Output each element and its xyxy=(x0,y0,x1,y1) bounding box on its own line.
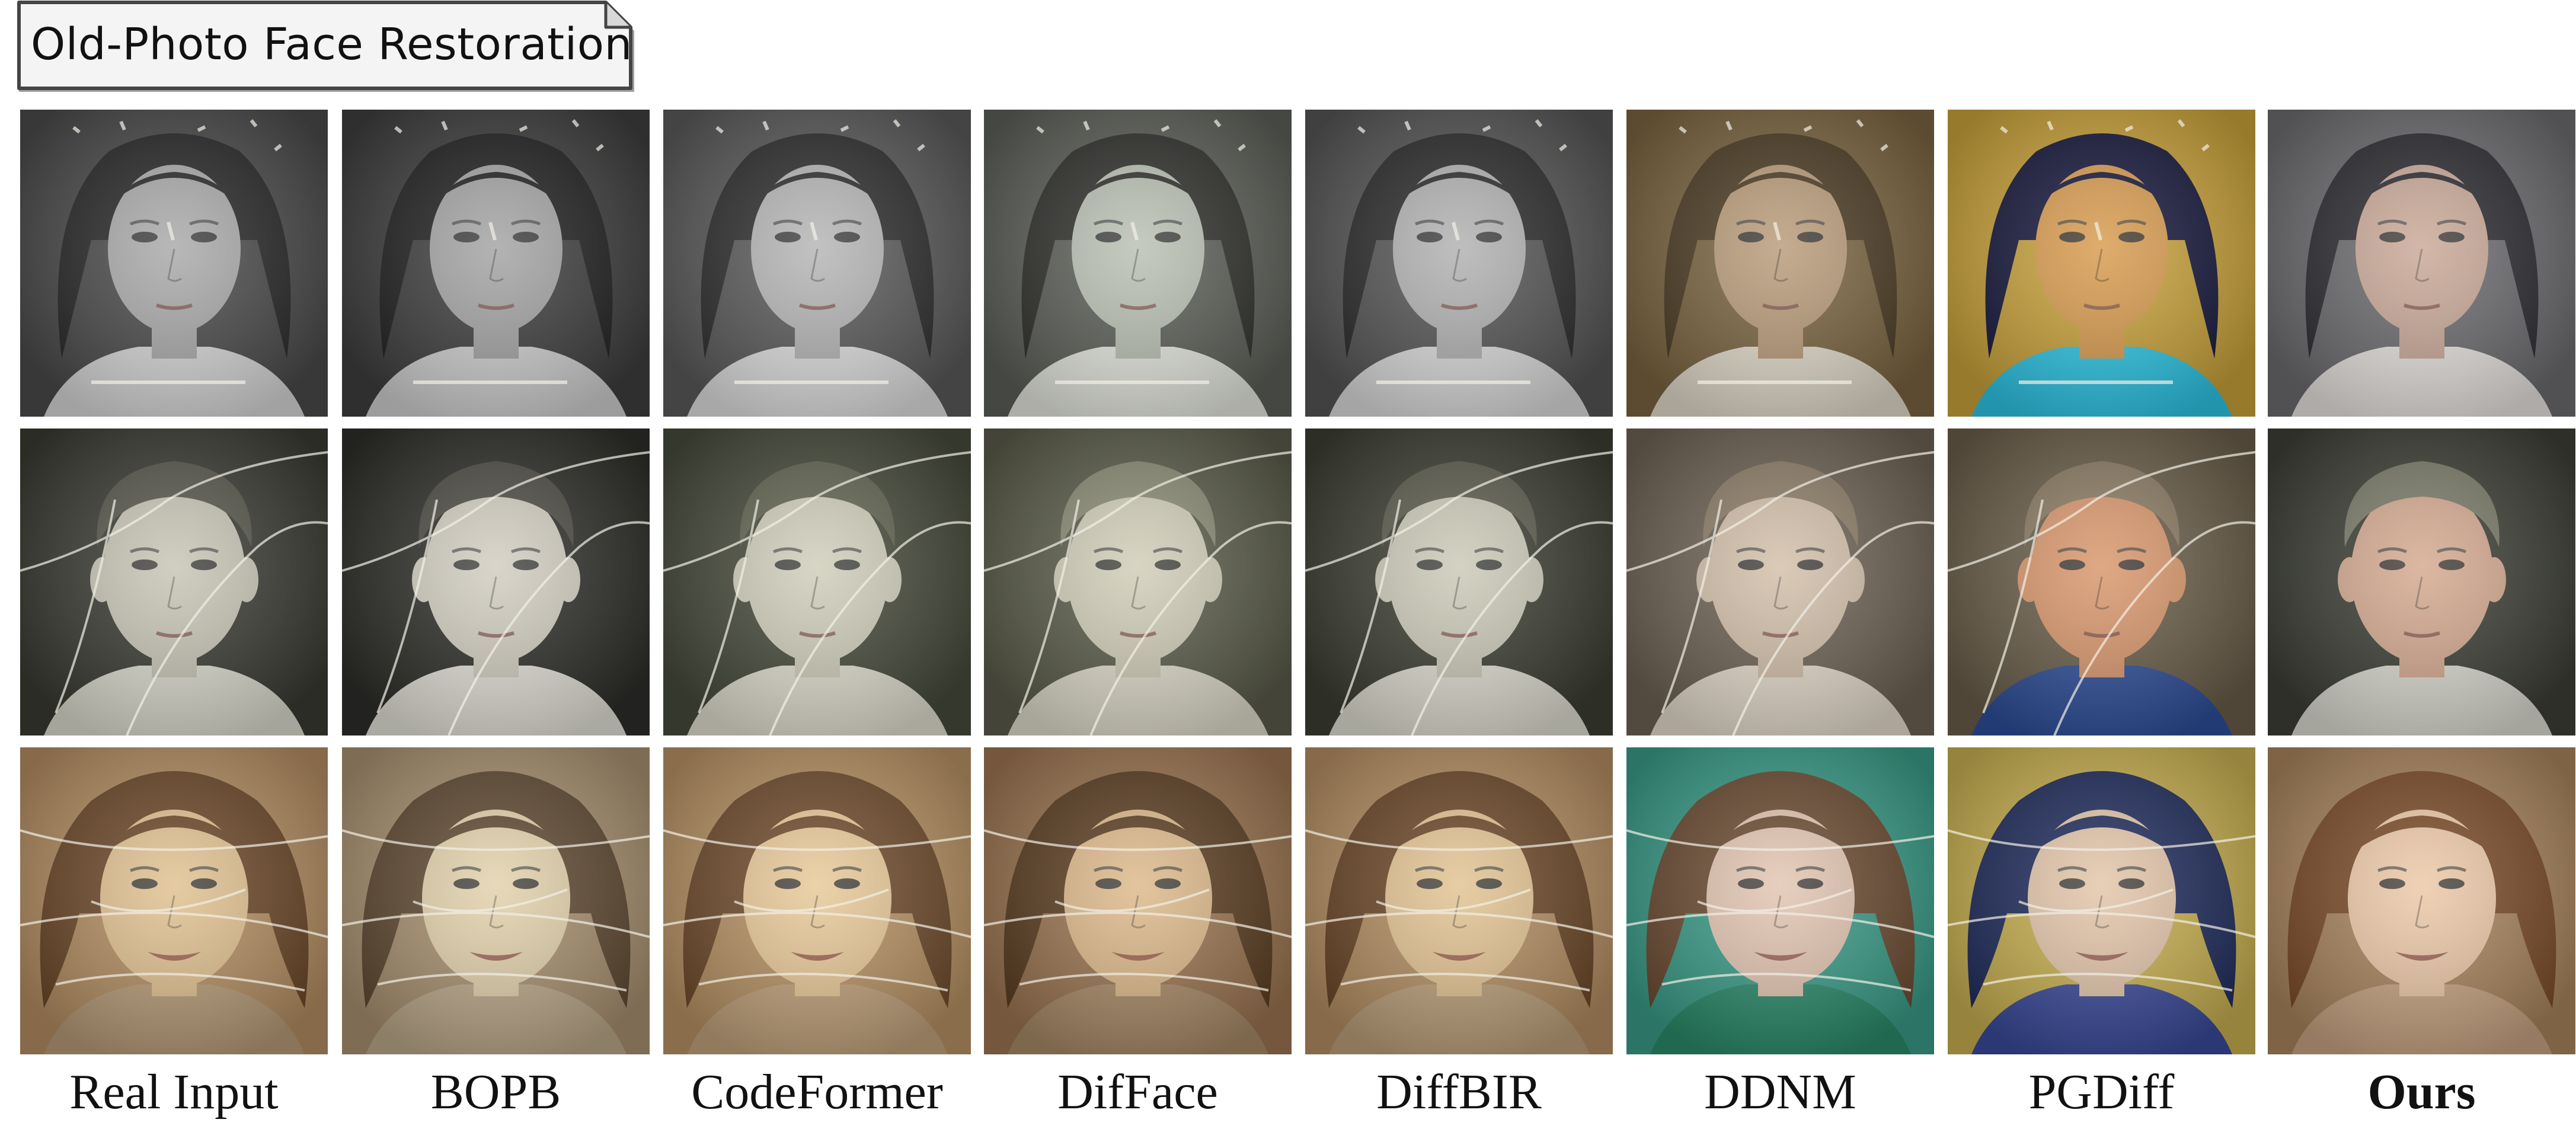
face-image-woman-curly-hair-bopb xyxy=(342,747,650,1054)
face-image-boy-short-hair-bopb xyxy=(342,428,650,736)
face-illustration xyxy=(984,110,1292,417)
face-image-girl-dark-hair-difface xyxy=(984,110,1292,417)
face-image-girl-dark-hair-codeformer xyxy=(663,110,971,417)
face-image-girl-dark-hair-bopb xyxy=(342,110,650,417)
face-image-boy-short-hair-ddnm xyxy=(1626,428,1934,736)
method-label-bopb: BOPB xyxy=(430,1064,561,1120)
face-image-girl-dark-hair-diffbir xyxy=(1305,110,1613,417)
face-illustration xyxy=(20,110,328,417)
method-label-pgdiff: PGDiff xyxy=(2028,1064,2175,1120)
face-image-woman-curly-hair-difface xyxy=(984,747,1292,1054)
face-image-boy-short-hair-real-input xyxy=(20,428,328,736)
method-label-diffbir: DiffBIR xyxy=(1376,1064,1542,1120)
face-image-boy-short-hair-ours xyxy=(2268,428,2575,736)
face-illustration xyxy=(1626,110,1934,417)
method-label-difface: DifFace xyxy=(1057,1064,1218,1120)
face-illustration xyxy=(20,428,328,736)
method-label-codeformer: CodeFormer xyxy=(691,1064,943,1120)
face-illustration xyxy=(663,428,971,736)
face-illustration xyxy=(1305,747,1613,1054)
face-illustration xyxy=(1305,110,1613,417)
face-illustration xyxy=(20,747,328,1054)
face-illustration xyxy=(1948,110,2255,417)
face-illustration xyxy=(1305,428,1613,736)
method-label-ours: Ours xyxy=(2367,1064,2476,1120)
face-illustration xyxy=(342,747,650,1054)
comparison-grid xyxy=(20,110,2575,1058)
face-image-girl-dark-hair-ours xyxy=(2268,110,2575,417)
face-illustration xyxy=(342,110,650,417)
method-label-real-input: Real Input xyxy=(69,1064,279,1120)
face-illustration xyxy=(1948,428,2255,736)
method-labels: Real Input BOPB CodeFormer DifFace DiffBIR DD… xyxy=(20,1054,2575,1131)
face-image-woman-curly-hair-real-input xyxy=(20,747,328,1054)
face-illustration xyxy=(2268,428,2575,736)
face-image-girl-dark-hair-real-input xyxy=(20,110,328,417)
face-image-woman-curly-hair-diffbir xyxy=(1305,747,1613,1054)
face-image-woman-curly-hair-ours xyxy=(2268,747,2575,1054)
title-tab-shape xyxy=(17,1,634,92)
face-illustration xyxy=(342,428,650,736)
face-image-boy-short-hair-diffbir xyxy=(1305,428,1613,736)
figure-title: Old-Photo Face Restoration xyxy=(31,19,632,70)
face-illustration xyxy=(984,428,1292,736)
face-illustration xyxy=(1626,747,1934,1054)
face-image-woman-curly-hair-codeformer xyxy=(663,747,971,1054)
method-label-ddnm: DDNM xyxy=(1704,1064,1856,1120)
face-image-woman-curly-hair-pgdiff xyxy=(1948,747,2255,1054)
face-image-girl-dark-hair-pgdiff xyxy=(1948,110,2255,417)
face-image-girl-dark-hair-ddnm xyxy=(1626,110,1934,417)
face-illustration xyxy=(663,747,971,1054)
face-image-boy-short-hair-codeformer xyxy=(663,428,971,736)
face-image-boy-short-hair-pgdiff xyxy=(1948,428,2255,736)
figure-title-tab: Old-Photo Face Restoration xyxy=(17,0,638,95)
face-illustration xyxy=(2268,110,2575,417)
face-image-woman-curly-hair-ddnm xyxy=(1626,747,1934,1054)
face-illustration xyxy=(2268,747,2575,1054)
face-illustration xyxy=(1626,428,1934,736)
face-illustration xyxy=(663,110,971,417)
face-image-boy-short-hair-difface xyxy=(984,428,1292,736)
face-illustration xyxy=(1948,747,2255,1054)
face-illustration xyxy=(984,747,1292,1054)
